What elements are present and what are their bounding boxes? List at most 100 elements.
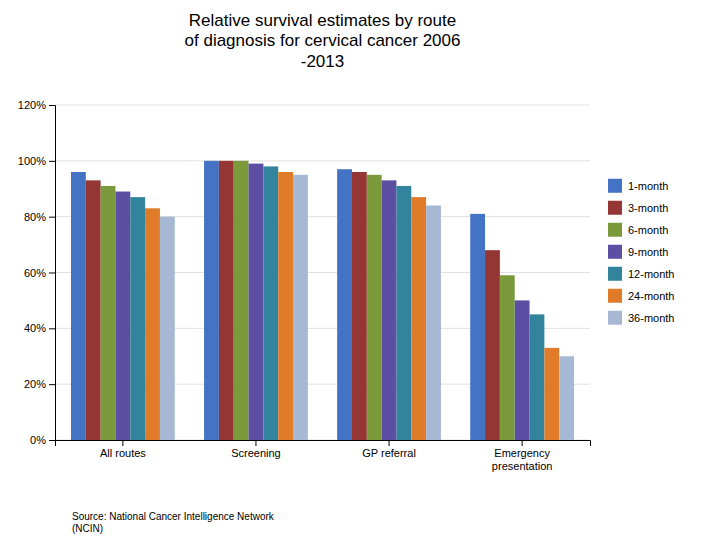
bar [485,250,500,440]
title-line: of diagnosis for cervical cancer 2006 [185,31,461,50]
legend-item: 6-month [608,223,668,237]
y-tick: 0% [30,434,55,446]
x-tick-mark [389,440,390,446]
bar [530,314,545,440]
bar-series [101,161,515,440]
legend-label: 36-month [628,312,674,324]
bar [470,214,485,440]
y-tick-label: 0% [30,434,46,446]
bar [559,356,574,440]
bar [382,180,397,440]
x-tick: GP referral [362,440,416,459]
grid-line [55,105,590,106]
y-tick-label: 80% [24,211,46,223]
legend-item: 3-month [608,201,668,215]
bar [337,169,352,440]
title: Relative survival estimates by routeof d… [185,11,461,71]
x-tick-label-line: Screening [231,447,281,459]
bar [234,161,249,440]
legend-swatch [608,223,622,237]
y-tick-mark [49,161,55,162]
x-axis-line [56,441,591,447]
legend-label: 1-month [628,180,668,192]
x-tick-label-line: GP referral [362,447,416,459]
bar [278,172,293,440]
bar [219,161,234,440]
bar [426,206,441,441]
bar [352,172,367,440]
bar [396,186,411,440]
legend: 1-month 3-month 6-month 9-month 12-month 24-m… [608,179,674,325]
legend-swatch [608,201,622,215]
y-tick-mark [49,440,55,441]
y-tick-mark [49,273,55,274]
legend-swatch [608,179,622,193]
bar-series [71,161,485,440]
bar-series [86,161,500,440]
y-tick: 120% [18,99,55,111]
x-tick: Screening [231,440,281,459]
bar [367,175,382,440]
source-text-line: (NCIN) [72,523,103,534]
x-tick-label: All routes [100,447,146,459]
bar [145,208,160,440]
y-tick-mark [49,105,55,106]
legend-item: 1-month [608,179,668,193]
chart: Relative survival estimates by routeof d… [0,0,720,540]
bar-series [145,172,559,440]
y-tick-mark [49,217,55,218]
legend-swatch [608,311,622,325]
x-tick: Emergencypresentation [492,440,553,472]
y-tick-label: 100% [18,155,46,167]
bars [71,161,574,440]
bar-series [130,166,544,440]
bar [544,348,559,440]
legend-label: 6-month [628,224,668,236]
plot: 0% 20% 40% 60% 80% 100% 120% All routes Screenin… [18,99,591,472]
bar [160,217,175,440]
legend-swatch [608,267,622,281]
legend-label: 3-month [628,202,668,214]
bar [71,172,86,440]
y-tick-label: 20% [24,378,46,390]
x-axis: All routes Screening GP referral Emergencyp… [56,440,591,472]
bar [249,164,264,440]
bar [115,192,130,440]
legend-item: 9-month [608,245,668,259]
x-tick-label-line: All routes [100,447,146,459]
y-axis: 0% 20% 40% 60% 80% 100% 120% [18,99,56,446]
x-tick-label: Emergencypresentation [492,447,553,472]
y-tick-mark [49,384,55,385]
legend-label: 9-month [628,246,668,258]
x-tick-mark [122,440,123,446]
bar [101,186,116,440]
bar-series [115,164,529,440]
bar [204,161,219,440]
bar [86,180,101,440]
source-text-line: Source: National Cancer Intelligence Net… [72,511,275,522]
bar [500,275,515,440]
x-tick-label-line: presentation [492,460,553,472]
y-tick: 80% [24,211,55,223]
grid [55,105,590,440]
title-line: Relative survival estimates by route [189,11,456,30]
y-tick-label: 40% [24,322,46,334]
grid-line [55,160,590,161]
y-tick: 20% [24,378,55,390]
bar [515,300,530,440]
x-tick-label: Screening [231,447,281,459]
bar [293,175,308,440]
y-tick: 40% [24,322,55,334]
legend-swatch [608,289,622,303]
bar [130,197,145,440]
x-tick-label: GP referral [362,447,416,459]
legend-item: 36-month [608,311,674,325]
y-tick: 60% [24,267,55,279]
y-tick-label: 60% [24,267,46,279]
x-tick-label-line: Emergency [494,447,550,459]
legend-item: 24-month [608,289,674,303]
legend-label: 12-month [628,268,674,280]
legend-label: 24-month [628,290,674,302]
x-tick-mark [255,440,256,446]
legend-item: 12-month [608,267,674,281]
